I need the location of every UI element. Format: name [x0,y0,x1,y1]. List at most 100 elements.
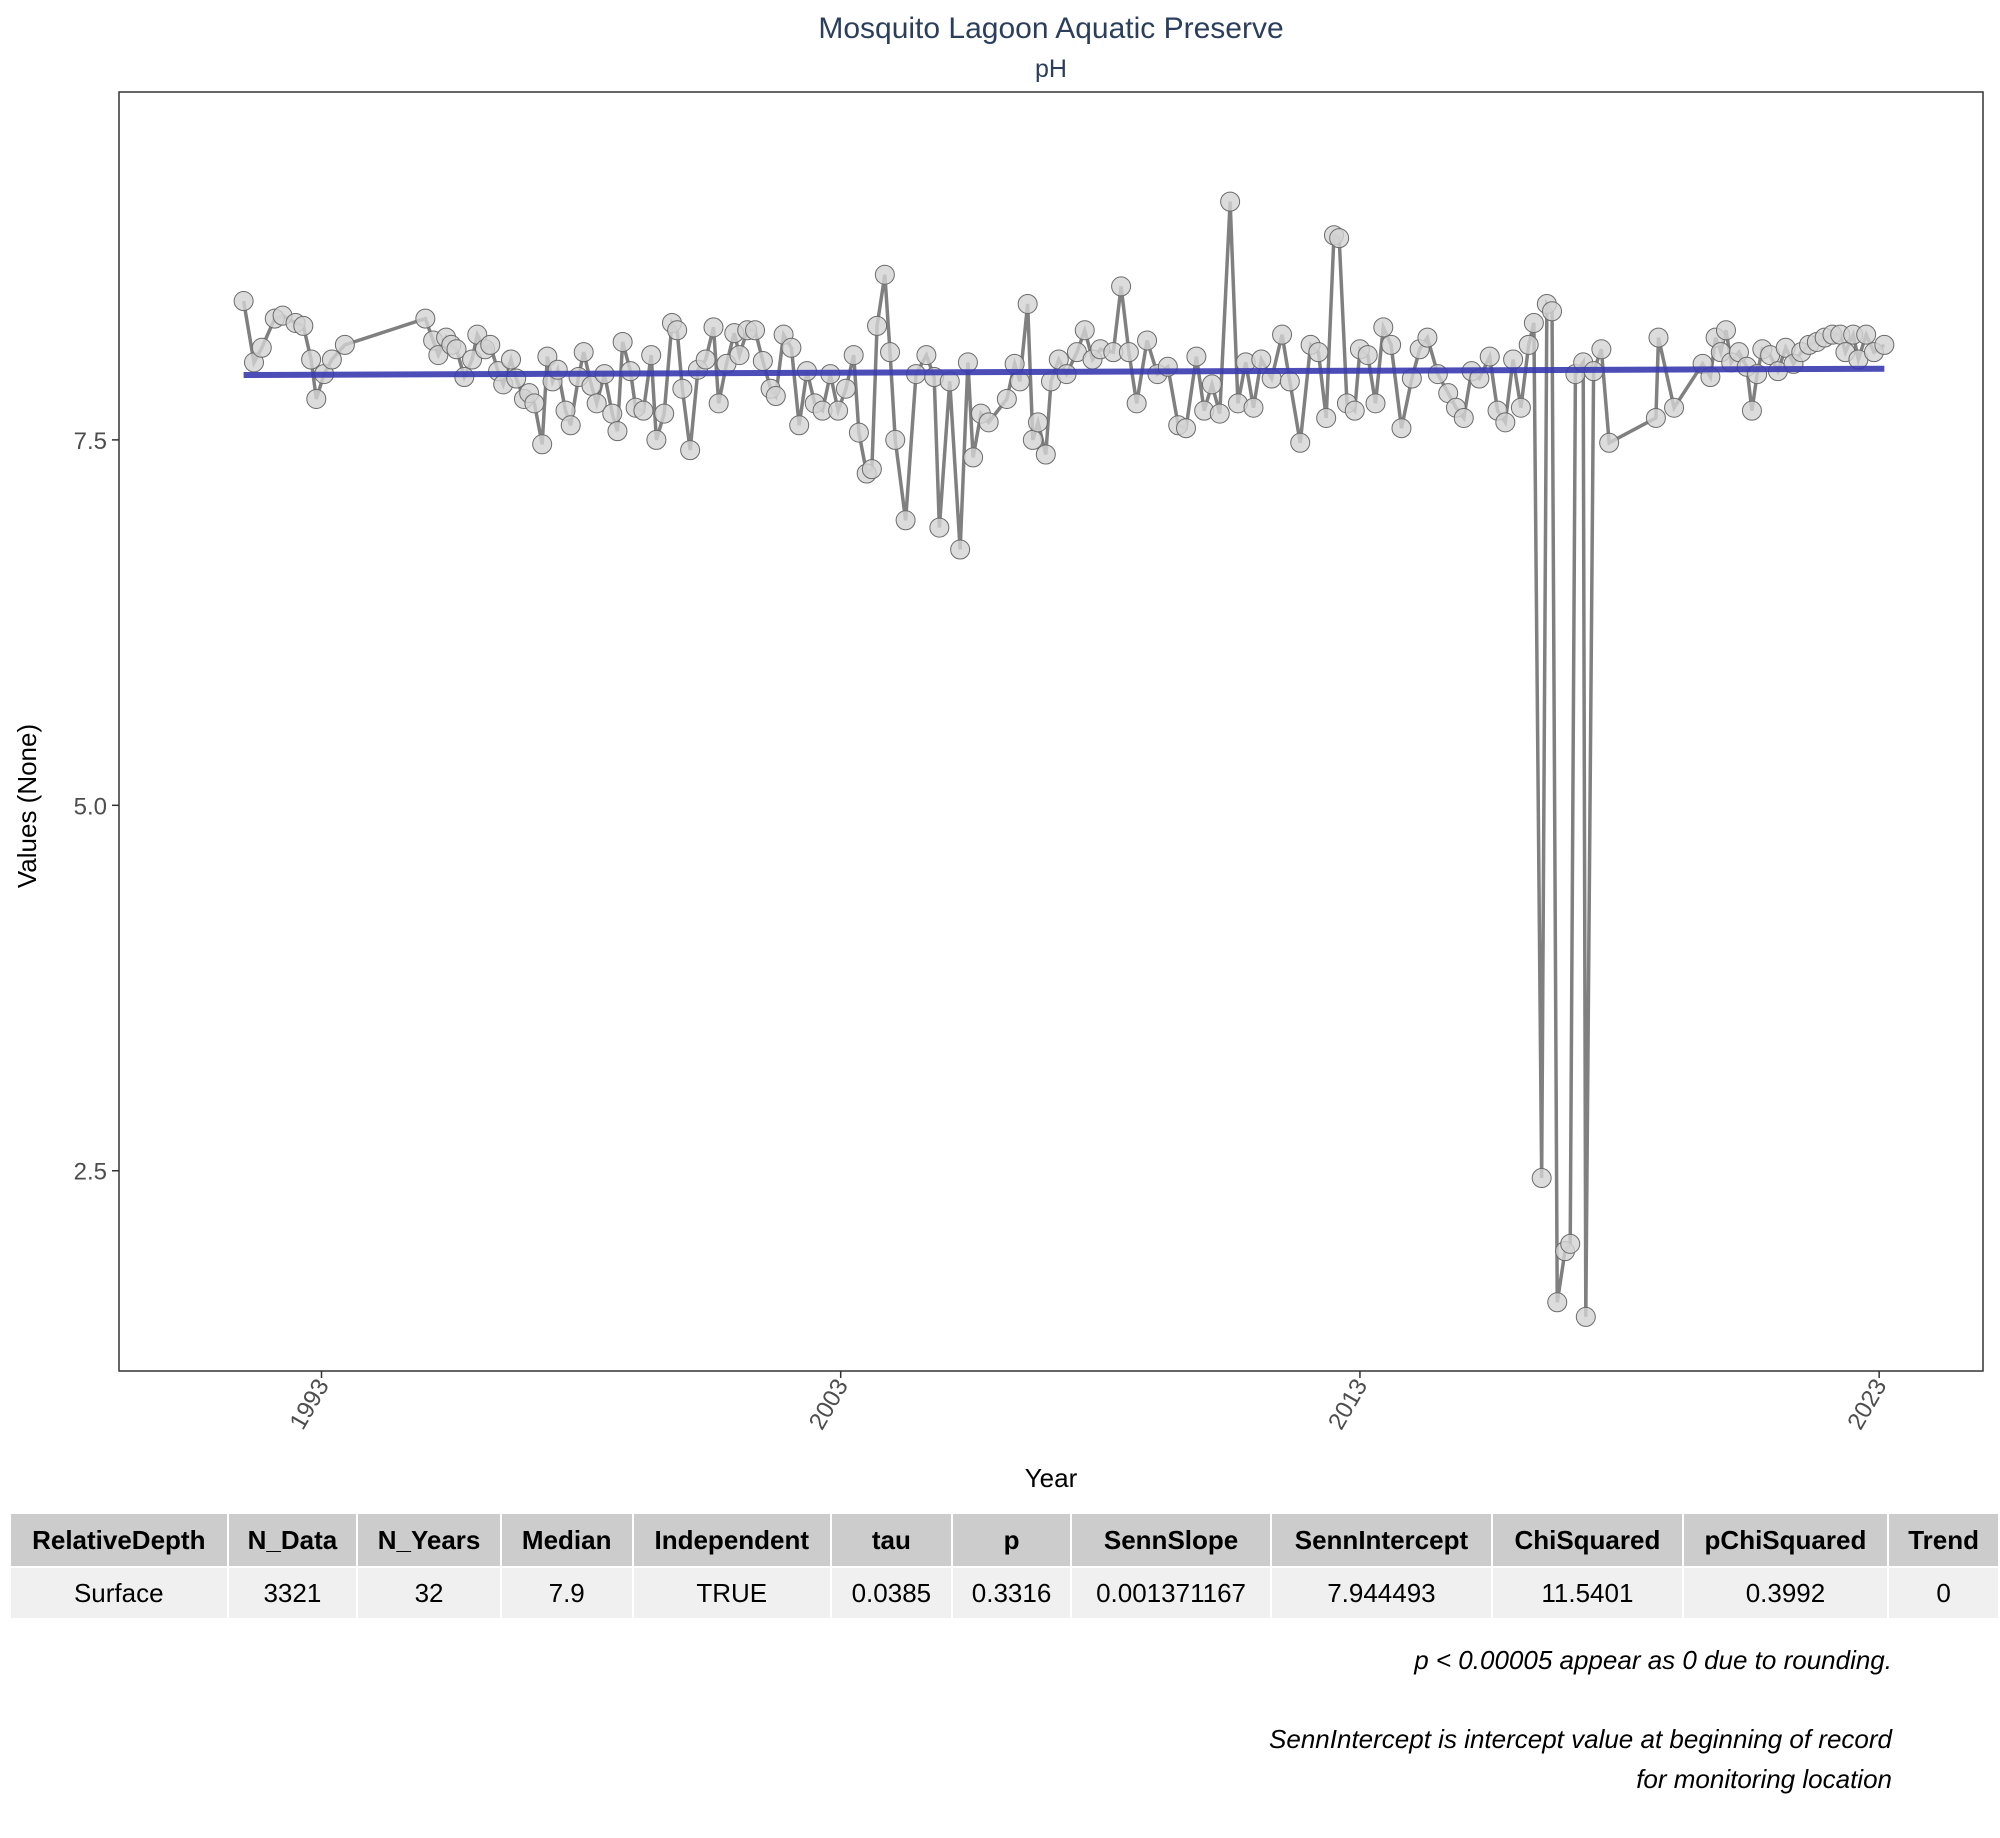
note: p < 0.00005 appear as 0 due to rounding. [1414,1645,1892,1675]
data-point [1316,407,1337,428]
data-point [233,291,254,312]
data-point [1243,397,1264,418]
data-point [607,421,628,442]
table-header-cell: RelativeDepth [9,1512,229,1568]
data-point [885,429,906,450]
table-header-cell: tau [830,1512,953,1568]
data-point [1344,400,1365,421]
data-point [729,345,750,366]
data-point [560,415,581,436]
data-point [1118,342,1139,363]
data-point [789,415,810,436]
data-point [1503,349,1524,370]
data-point [1279,371,1300,392]
data-point [1357,345,1378,366]
data-point [1137,330,1158,351]
data-point [1874,334,1895,355]
data-point [1645,407,1666,428]
data-point [646,429,667,450]
table-cell: 0.001371167 [1070,1566,1272,1620]
data-point [334,334,355,355]
data-point [667,320,688,341]
table-cell: 11.5401 [1491,1566,1684,1620]
data-point [415,308,436,329]
data-point [963,447,984,468]
data-point [602,403,623,424]
table-cell: 0.3992 [1681,1566,1890,1620]
data-point [835,378,856,399]
x-tick-label: 2013 [1323,1375,1373,1435]
data-point [1523,312,1544,333]
data-point [321,349,342,370]
data-point [1664,397,1685,418]
data-point [929,517,950,538]
data-point [446,339,467,360]
data-point [1373,317,1394,338]
x-tick-label: 2003 [804,1375,854,1435]
data-point [641,345,662,366]
table-header-cell: ChiSquared [1491,1512,1684,1568]
data-point [1741,400,1762,421]
data-point [1017,293,1038,314]
data-point [293,315,314,336]
data-point [1381,334,1402,355]
data-point [916,345,937,366]
data-point [301,349,322,370]
data-point [1599,432,1620,453]
table-cell: 0.3316 [950,1566,1073,1620]
data-point [1518,334,1539,355]
data-point [708,393,729,414]
data-point [1290,432,1311,453]
table-header-cell: SennSlope [1070,1512,1272,1568]
x-tick-label: 1993 [285,1375,335,1435]
data-point [1391,418,1412,439]
data-point [1531,1168,1552,1189]
data-point [480,334,501,355]
data-point [1035,444,1056,465]
chart: Mosquito Lagoon Aquatic Preserve pH Year… [12,12,1984,1493]
table-cell: TRUE [631,1566,833,1620]
data-point [874,264,895,285]
data-point [1510,397,1531,418]
data-point [848,422,869,443]
data-point [1479,346,1500,367]
table-cell: Surface [9,1566,229,1620]
data-point [1074,320,1095,341]
table-cell: 3321 [226,1566,359,1620]
data-point [1201,374,1222,395]
data-point [1453,407,1474,428]
data-point [524,393,545,414]
data-point [1220,191,1241,212]
table-header-cell: pChiSquared [1681,1512,1890,1568]
data-point [1126,393,1147,414]
table-header-cell: Independent [631,1512,833,1568]
data-point [633,400,654,421]
table-header-cell: SennIntercept [1269,1512,1494,1568]
stats-table: RelativeDepth N_Data N_Years Median Independ… [9,1512,2000,1620]
data-point [1560,1233,1581,1254]
data-point [1591,339,1612,360]
chart-title: Mosquito Lagoon Aquatic Preserve [818,12,1283,45]
table-header-cell: Median [499,1512,634,1568]
table-cell: 7.944493 [1269,1566,1494,1620]
plot-frame [118,91,1984,1372]
table-cell: 7.9 [499,1566,634,1620]
data-point [672,378,693,399]
data-point [1028,412,1049,433]
table-cell: 0.0385 [830,1566,953,1620]
data-point [781,337,802,358]
x-axis-label: Year [1025,1463,1078,1493]
data-point [1308,342,1329,363]
data-point [828,400,849,421]
data-point [573,342,594,363]
data-point [957,352,978,373]
data-point [880,342,901,363]
data-point [950,539,971,560]
data-point [532,434,553,455]
data-point [1575,1306,1596,1327]
table-header-cell: p [950,1512,1073,1568]
data-point [1495,412,1516,433]
page: Mosquito Lagoon Aquatic Preserve pH Year… [9,12,2000,1794]
data-point [745,320,766,341]
y-tick-label: 5.0 [74,793,107,820]
